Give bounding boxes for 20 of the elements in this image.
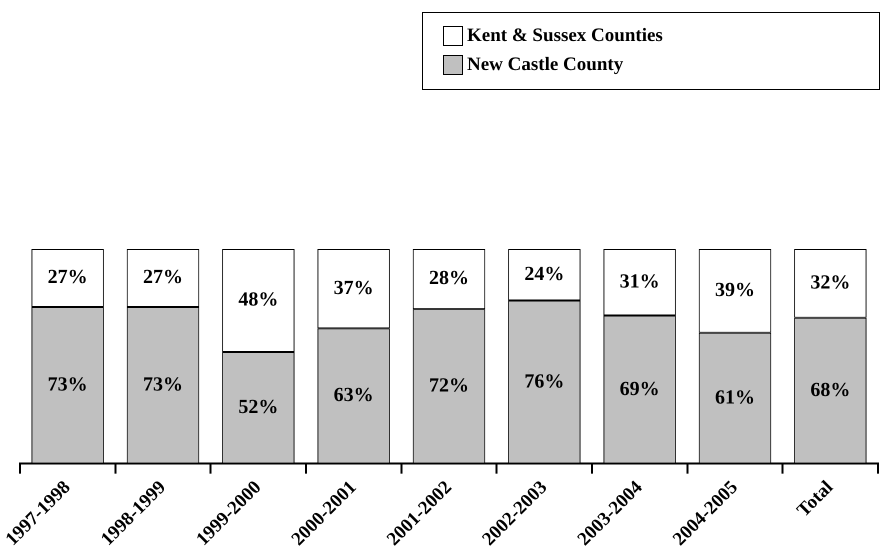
data-label: 69% bbox=[620, 378, 660, 400]
data-label: 68% bbox=[810, 378, 850, 401]
data-label: 52% bbox=[238, 396, 278, 418]
data-label: 76% bbox=[524, 370, 564, 392]
data-label: 37% bbox=[334, 276, 374, 299]
data-label: 24% bbox=[524, 262, 564, 285]
data-label: 48% bbox=[238, 288, 278, 311]
data-label: 31% bbox=[620, 270, 660, 292]
data-label: 73% bbox=[143, 373, 183, 396]
data-label: 63% bbox=[334, 384, 374, 406]
legend-label: New Castle County bbox=[467, 53, 624, 77]
data-label: 61% bbox=[715, 386, 755, 408]
data-label: 27% bbox=[143, 266, 183, 288]
data-label: 73% bbox=[48, 373, 88, 396]
data-label: 72% bbox=[429, 374, 469, 397]
data-label: 32% bbox=[810, 272, 850, 294]
data-label: 27% bbox=[48, 266, 88, 288]
data-label: 39% bbox=[715, 279, 755, 302]
legend-label: Kent & Sussex Counties bbox=[467, 24, 663, 48]
data-label: 28% bbox=[429, 267, 469, 290]
